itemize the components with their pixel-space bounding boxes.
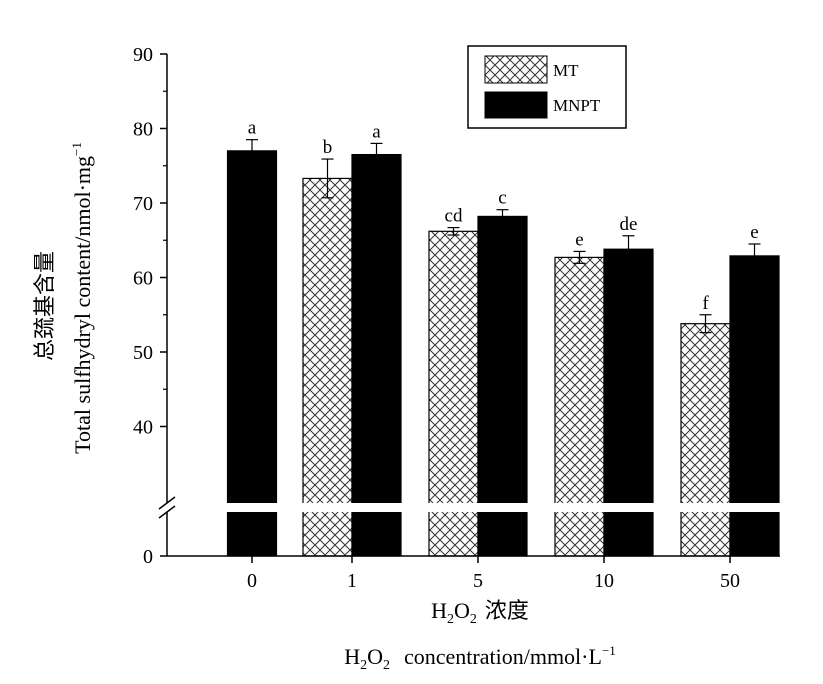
x-tick-label-50: 50 — [720, 570, 740, 592]
sig-letter-mnpt-50: e — [750, 222, 758, 243]
x-tick-label-10: 10 — [594, 570, 614, 592]
sig-letter-mnpt-5: c — [498, 188, 506, 209]
legend-label-mnpt: MNPT — [553, 96, 601, 115]
y-tick-label-90: 90 — [133, 44, 153, 66]
sig-letter-mt-5: cd — [445, 206, 463, 227]
y-tick-label-0: 0 — [143, 546, 153, 568]
axis-break-group — [169, 503, 782, 512]
x-ticks-group: 0 1 5 10 50 — [247, 556, 740, 592]
error-bars-group — [246, 139, 761, 334]
legend: MT MNPT — [467, 45, 627, 129]
x-title-en-sup: −1 — [602, 643, 616, 658]
sig-letter-mt-50: f — [702, 293, 709, 314]
bar-mnpt-5 — [477, 215, 528, 557]
break-slash-bottom — [158, 505, 176, 519]
x-axis-title-en: H2O2 concentration/mmol·L−1 — [344, 643, 616, 673]
break-slash-top — [158, 496, 176, 510]
x-tick-label-1: 1 — [347, 570, 357, 592]
y-tick-label-40: 40 — [133, 417, 153, 439]
x-title-en-text: concentration/mmol·L — [404, 644, 602, 669]
x-title-en-sub1: 2 — [360, 658, 367, 673]
bars-group — [226, 150, 780, 557]
bar-mt-50 — [680, 323, 731, 557]
y-tick-label-60: 60 — [133, 268, 153, 290]
y-tick-label-50: 50 — [133, 342, 153, 364]
sig-letter-mnpt-1: a — [372, 121, 381, 142]
bar-mnpt-1 — [351, 153, 402, 557]
legend-swatch-mt — [484, 55, 548, 84]
y-tick-label-80: 80 — [133, 119, 153, 141]
x-title-en-sub2: 2 — [383, 658, 390, 673]
legend-label-mt: MT — [553, 61, 579, 80]
sig-letter-mnpt-0: a — [248, 118, 257, 139]
x-title-cn-o: O — [454, 598, 470, 623]
axis-break-band — [169, 503, 782, 512]
x-title-en-o: O — [367, 644, 383, 669]
legend-swatch-mnpt — [484, 91, 548, 119]
y-axis-title-en: Total sulfhydryl content/nmol·mg−1 — [69, 142, 95, 454]
sig-letter-mnpt-10: de — [620, 214, 638, 235]
y-ticks-group: 0 40 50 60 70 80 90 — [133, 44, 167, 568]
x-title-cn-sub2: 2 — [470, 612, 477, 627]
x-tick-label-5: 5 — [473, 570, 483, 592]
x-title-cn-h: H — [431, 598, 447, 623]
x-axis-title-cn: H2O2 浓度 — [431, 598, 529, 627]
sig-letter-mt-1: b — [323, 137, 333, 158]
bar-mt-1 — [302, 177, 353, 557]
bar-mt-5 — [428, 230, 479, 557]
bar-mnpt-0 — [226, 150, 278, 557]
y-axis-title-en-main: Total sulfhydryl content/nmol·mg — [70, 156, 95, 454]
x-title-cn-sub1: 2 — [447, 612, 454, 627]
sig-letter-mt-10: e — [575, 229, 583, 250]
significance-letters-group: a b a cd c e de f e — [248, 118, 759, 314]
y-axis-title-en-sup: −1 — [69, 142, 84, 156]
y-axis-title-cn: 总巯基含量 — [32, 251, 57, 361]
x-title-cn-text: 浓度 — [485, 598, 529, 623]
x-tick-label-0: 0 — [247, 570, 257, 592]
x-title-en-h: H — [344, 644, 360, 669]
y-tick-label-70: 70 — [133, 193, 153, 215]
